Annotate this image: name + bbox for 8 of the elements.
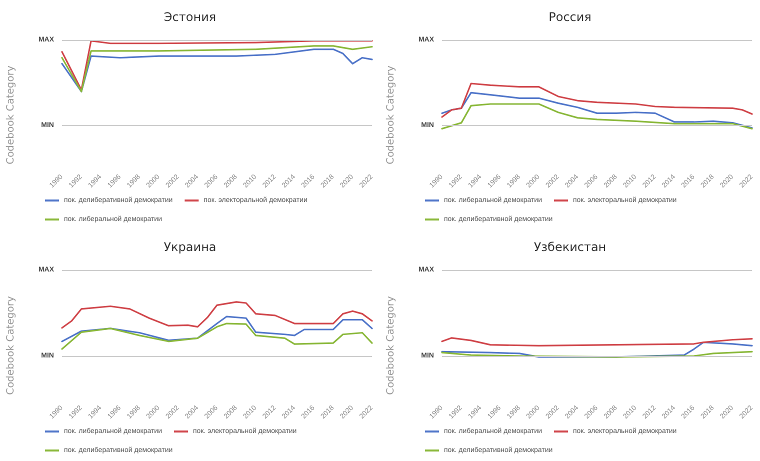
y-axis-title: Codebook Category: [6, 296, 16, 395]
chart-title: Украина: [164, 240, 216, 254]
y-axis-title: Codebook Category: [6, 66, 16, 164]
chart-title: Узбекистан: [534, 240, 606, 254]
chart-title: Эстония: [164, 10, 216, 24]
y-axis-title: Codebook Category: [386, 66, 396, 164]
chart-title: Россия: [548, 10, 592, 24]
y-axis-title: Codebook Category: [386, 296, 396, 395]
